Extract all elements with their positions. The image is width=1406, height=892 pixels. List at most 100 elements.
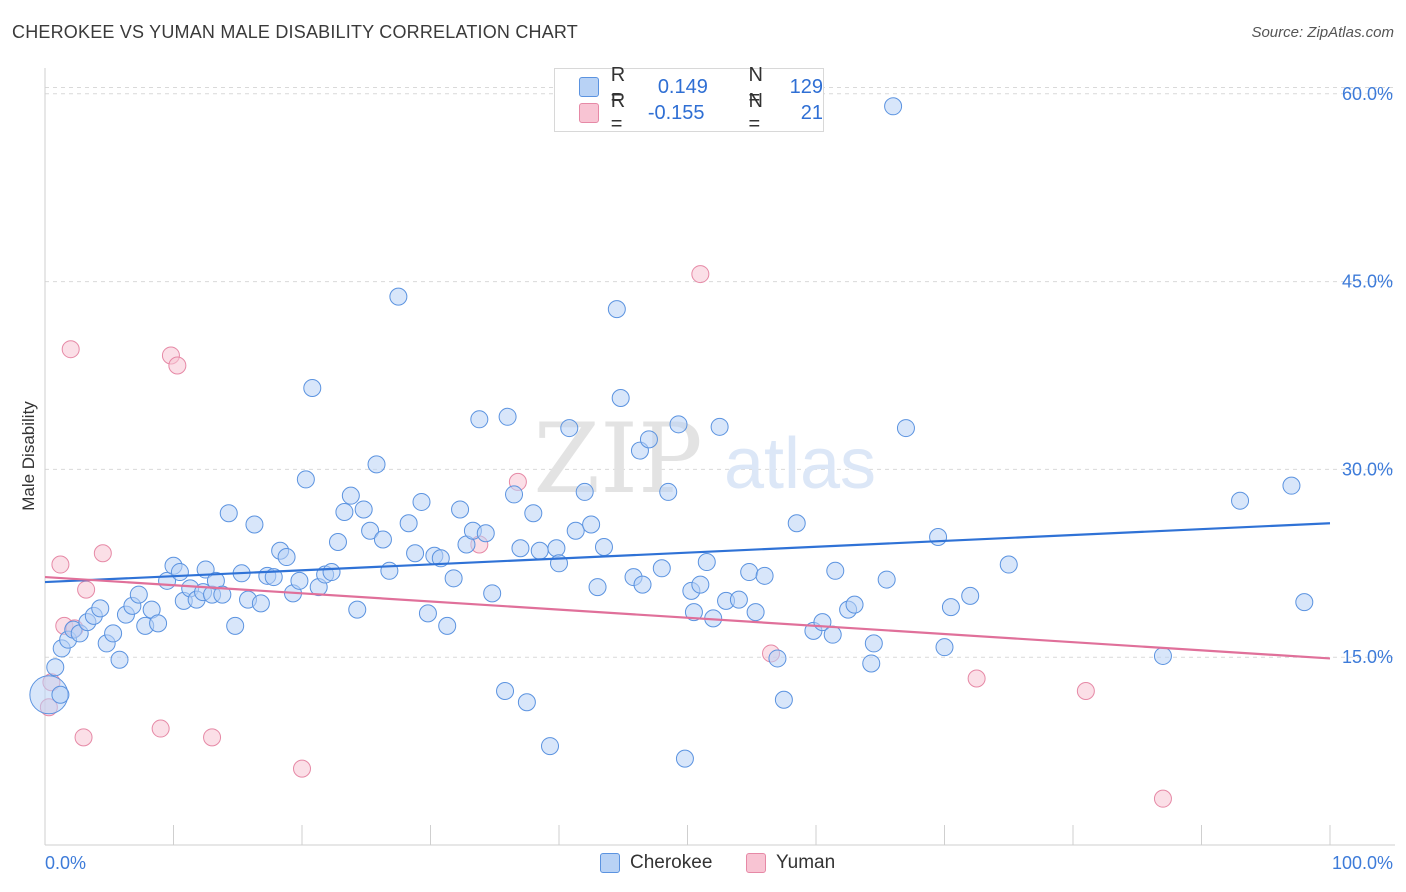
cherokee-point bbox=[588, 578, 607, 597]
cherokee-point bbox=[896, 419, 915, 438]
stats-legend: R = 0.149 N = 129 R = -0.155 N = 21 bbox=[554, 64, 824, 135]
cherokee-point bbox=[710, 417, 729, 436]
yuman-point bbox=[51, 555, 70, 574]
cherokee-point bbox=[91, 599, 110, 618]
x-tick-labels: 0.0% 100.0% bbox=[45, 853, 1393, 873]
yuman-point bbox=[1153, 789, 1172, 808]
cherokee-point bbox=[335, 502, 354, 521]
yuman-legend-swatch bbox=[746, 853, 766, 873]
cherokee-point bbox=[746, 603, 765, 622]
cherokee-point bbox=[348, 600, 367, 619]
cherokee-point bbox=[438, 616, 457, 635]
r-value: 0.149 bbox=[657, 75, 708, 98]
x-tick-label: 0.0% bbox=[45, 853, 86, 873]
cherokee-point bbox=[845, 595, 864, 614]
n-value: 129 bbox=[789, 75, 823, 98]
cherokee-point bbox=[226, 616, 245, 635]
cherokee-point bbox=[367, 455, 386, 474]
cherokee-point bbox=[541, 737, 560, 756]
cherokee-point bbox=[755, 566, 774, 585]
legend-item-cherokee: Cherokee bbox=[600, 852, 712, 874]
cherokee-point bbox=[104, 624, 123, 643]
cherokee-point bbox=[639, 430, 658, 449]
cherokee-point bbox=[633, 575, 652, 594]
y-axis-label: Male Disability bbox=[19, 401, 38, 511]
cherokee-point bbox=[768, 649, 787, 668]
cherokee-point bbox=[582, 515, 601, 534]
yuman-point bbox=[1076, 682, 1095, 700]
cherokee-point bbox=[575, 482, 594, 501]
yuman-point bbox=[74, 728, 93, 747]
cherokee-point bbox=[1231, 491, 1250, 510]
cherokee-point bbox=[669, 415, 688, 434]
y-tick-label: 45.0% bbox=[1342, 272, 1393, 292]
yuman-point bbox=[293, 759, 311, 778]
cherokee-point bbox=[219, 504, 238, 523]
cherokee-point bbox=[675, 749, 694, 768]
chart-title: CHEROKEE VS YUMAN MALE DISABILITY CORREL… bbox=[12, 22, 578, 42]
n-label: N = bbox=[748, 64, 763, 109]
cherokee-point bbox=[277, 548, 296, 567]
cherokee-point bbox=[290, 571, 309, 590]
cherokee-point bbox=[517, 693, 536, 712]
yuman-trendline bbox=[44, 575, 1331, 660]
cherokee-point bbox=[380, 561, 399, 580]
cherokee-point bbox=[684, 603, 703, 622]
cherokee-point bbox=[470, 410, 489, 429]
y-tick-label: 30.0% bbox=[1342, 459, 1393, 479]
legend-item-yuman: Yuman bbox=[746, 852, 835, 874]
cherokee-point bbox=[961, 586, 980, 605]
source-label: Source: ZipAtlas.com bbox=[1251, 24, 1394, 41]
cherokee-point bbox=[929, 528, 948, 546]
cherokee-point bbox=[729, 590, 748, 609]
cherokee-point bbox=[594, 538, 613, 557]
y-tick-labels: 15.0% 30.0% 45.0% 60.0% bbox=[1342, 84, 1393, 667]
cherokee-point bbox=[1295, 593, 1314, 612]
series-legend: Cherokee Yuman bbox=[0, 852, 1406, 878]
cherokee-point bbox=[322, 563, 341, 582]
cherokee-point bbox=[296, 470, 315, 489]
x-tick-label: 100.0% bbox=[1332, 853, 1393, 873]
cherokee-point bbox=[354, 500, 373, 519]
cherokee-point bbox=[328, 533, 347, 552]
cherokee-point bbox=[511, 539, 530, 558]
cherokee-point bbox=[560, 419, 579, 438]
cherokee-point bbox=[607, 300, 626, 319]
yuman-point bbox=[967, 669, 986, 688]
cherokee-point bbox=[547, 539, 566, 558]
cherokee-point bbox=[373, 530, 392, 549]
cherokee-point bbox=[245, 515, 264, 534]
cherokee-point bbox=[483, 584, 502, 603]
watermark-atlas: atlas bbox=[724, 424, 876, 504]
cherokee-point bbox=[941, 598, 960, 617]
cherokee-point bbox=[862, 654, 881, 673]
legend-row-cherokee: R = 0.149 N = 129 bbox=[579, 64, 823, 109]
yuman-point bbox=[77, 580, 96, 599]
cherokee-point bbox=[406, 544, 425, 563]
cherokee-point bbox=[566, 521, 585, 540]
cherokee-swatch bbox=[579, 77, 599, 97]
r-label: R = bbox=[610, 90, 626, 135]
yuman-swatch bbox=[579, 103, 599, 123]
yuman-point bbox=[93, 544, 112, 563]
cherokee-point bbox=[476, 524, 495, 543]
cherokee-point bbox=[496, 682, 515, 700]
cherokee-point bbox=[251, 594, 270, 613]
cherokee-point bbox=[884, 97, 903, 116]
yuman-point bbox=[168, 356, 187, 375]
legend-row-yuman: R = -0.155 N = 21 bbox=[579, 90, 823, 135]
cherokee-point bbox=[691, 575, 710, 594]
trend-lines bbox=[44, 522, 1331, 660]
cherokee-point bbox=[652, 559, 671, 578]
cherokee-point bbox=[740, 563, 759, 582]
cherokee-point bbox=[444, 569, 463, 588]
cherokee-point bbox=[412, 492, 431, 511]
yuman-point bbox=[691, 265, 710, 284]
cherokee-point bbox=[530, 541, 549, 560]
n-label: N = bbox=[748, 90, 763, 135]
cherokee-point bbox=[1153, 646, 1172, 665]
cherokee-point bbox=[935, 638, 954, 657]
y-tick-label: 15.0% bbox=[1342, 647, 1393, 667]
cherokee-point bbox=[361, 521, 380, 540]
r-label: R = bbox=[610, 64, 626, 109]
